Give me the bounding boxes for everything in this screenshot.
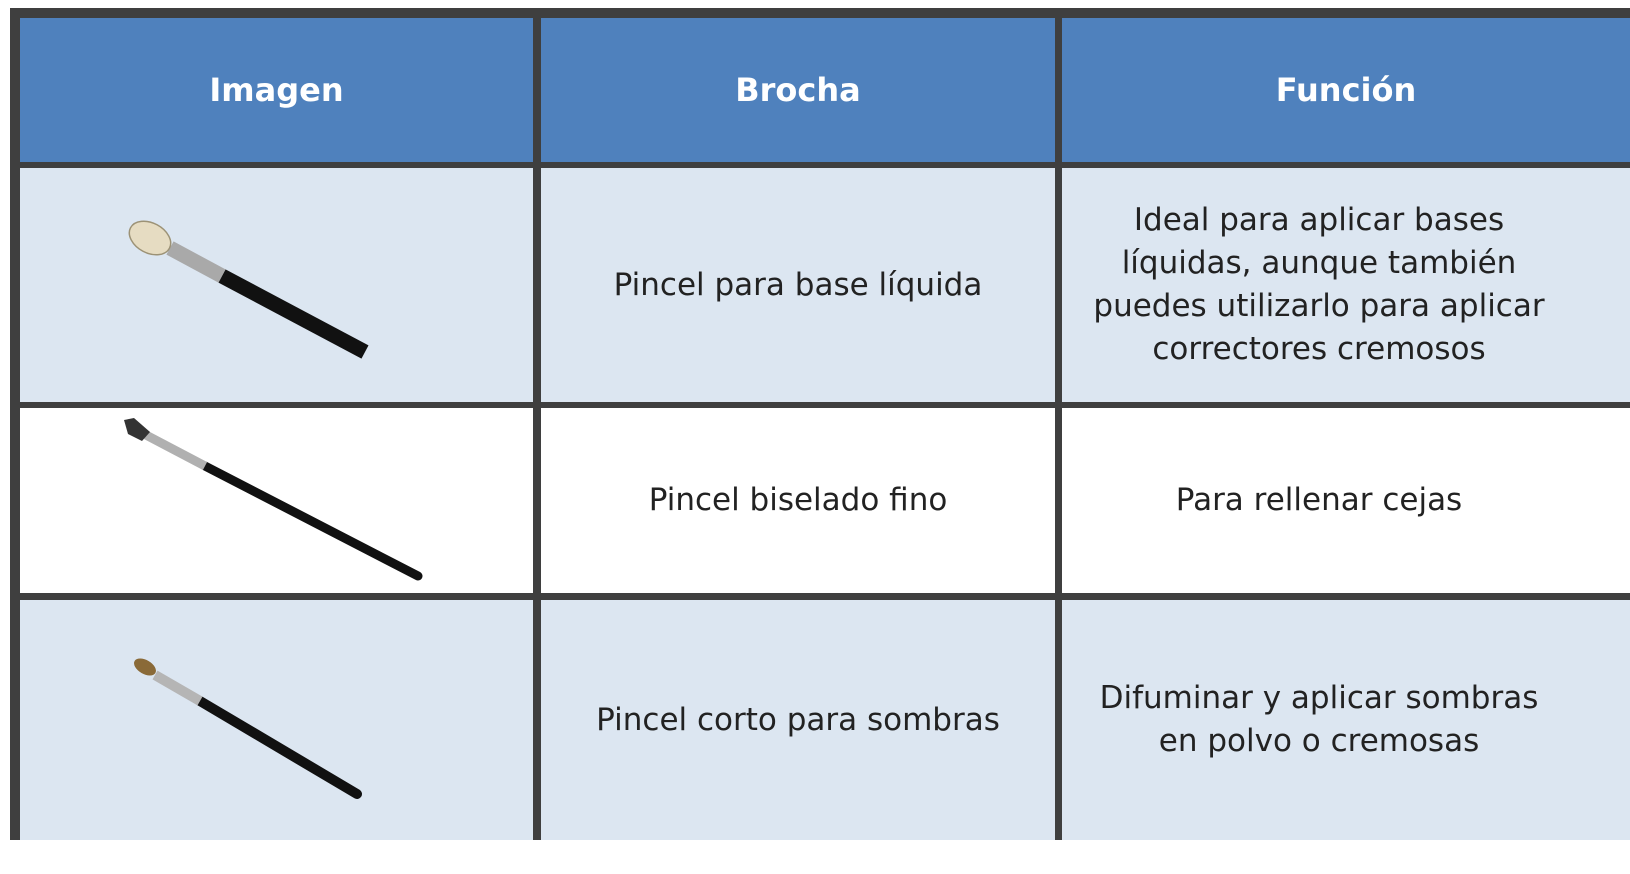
- image-cell: [20, 600, 533, 840]
- image-cell: [20, 168, 533, 402]
- brush-cell: Pincel corto para sombras: [541, 600, 1055, 840]
- cell-overflow: [1576, 600, 1630, 840]
- header-cell: Imagen: [20, 18, 533, 162]
- cell-overflow: [1576, 168, 1630, 402]
- brush-cell: Pincel para base líquida: [541, 168, 1055, 402]
- brush-cell: Pincel biselado fino: [541, 408, 1055, 593]
- header-cell: Brocha: [541, 18, 1055, 162]
- image-cell: [20, 408, 533, 593]
- function-cell: Ideal para aplicar bases líquidas, aunqu…: [1062, 168, 1576, 402]
- function-cell: Para rellenar cejas: [1062, 408, 1576, 593]
- function-cell: Difuminar y aplicar sombras en polvo o c…: [1062, 600, 1576, 840]
- header-cell: Función: [1062, 18, 1630, 162]
- cell-overflow: [1576, 408, 1630, 593]
